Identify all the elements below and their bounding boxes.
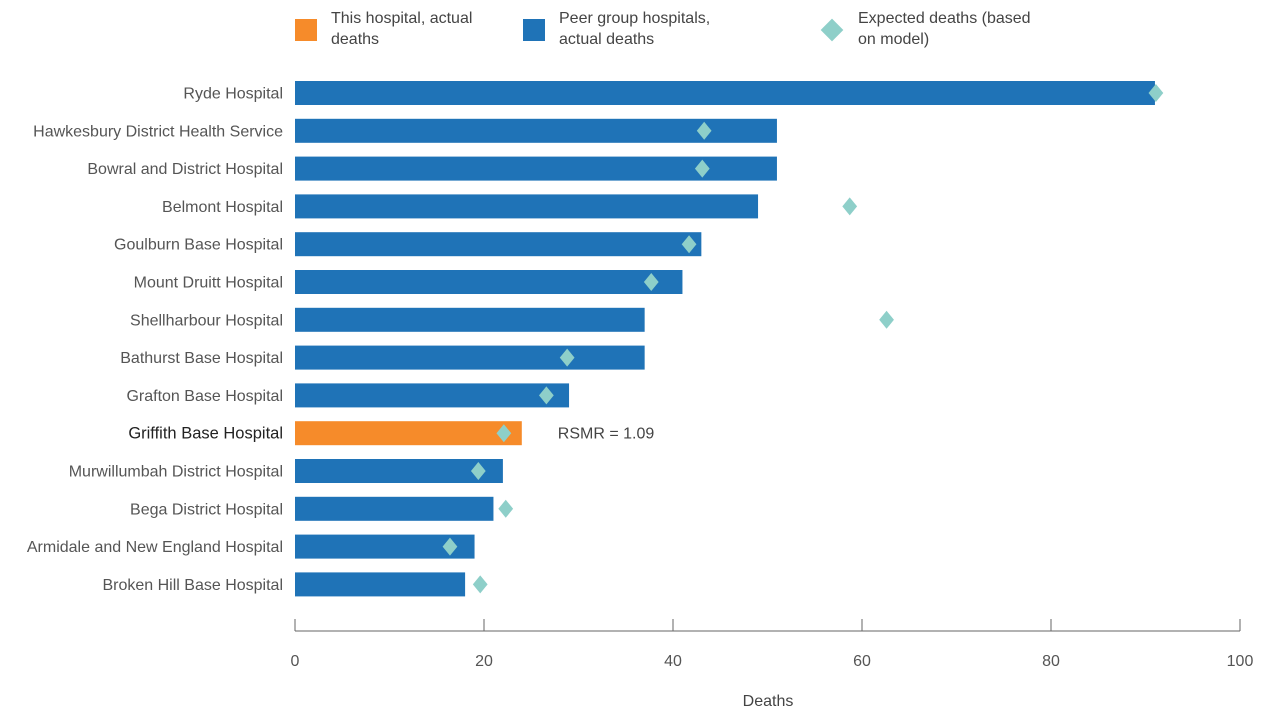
legend-item-peer-group: Peer group hospitals, actual deaths: [523, 8, 734, 50]
legend-label-expected: Expected deaths (based on model): [858, 10, 1031, 48]
expected-markers-group: [442, 84, 1164, 594]
category-label-13: Broken Hill Base Hospital: [102, 577, 283, 594]
expected-marker-10: [470, 462, 486, 480]
bar-6: [295, 307, 645, 332]
bars-group: [295, 81, 1155, 597]
expected-marker-1: [696, 121, 712, 140]
category-label-10: Murwillumbah District Hospital: [69, 464, 283, 481]
rsmr-annotation: RSMR = 1.09: [558, 426, 655, 443]
x-tick-label-5: 100: [1227, 653, 1254, 670]
x-tick-label-3: 60: [853, 653, 871, 670]
category-label-8: Grafton Base Hospital: [126, 388, 283, 405]
category-label-9: Griffith Base Hospital: [128, 425, 283, 443]
category-label-12: Armidale and New England Hospital: [27, 539, 283, 556]
expected-marker-0: [1148, 84, 1164, 102]
category-label-2: Bowral and District Hospital: [87, 161, 283, 178]
x-tick-label-1: 20: [475, 653, 493, 670]
legend-item-expected: Expected deaths (based on model): [820, 8, 1033, 50]
expected-marker-2: [694, 159, 710, 178]
category-label-3: Belmont Hospital: [162, 199, 283, 216]
category-label-0: Ryde Hospital: [183, 86, 283, 103]
bar-5: [295, 270, 683, 294]
expected-marker-6: [879, 310, 894, 329]
bar-9: [295, 421, 522, 446]
category-label-5: Mount Druitt Hospital: [134, 275, 283, 292]
category-label-6: Shellharbour Hospital: [130, 312, 283, 329]
category-label-7: Bathurst Base Hospital: [120, 350, 283, 367]
category-label-4: Goulburn Base Hospital: [114, 237, 283, 254]
bar-10: [295, 459, 503, 483]
bar-3: [295, 194, 759, 219]
x-tick-label-0: 0: [291, 653, 300, 670]
legend-label-this-hospital: This hospital, actual deaths: [331, 10, 473, 48]
category-label-11: Bega District Hospital: [130, 501, 283, 518]
legend-swatch-orange: [295, 19, 317, 41]
x-axis-title: Deaths: [743, 693, 794, 709]
expected-marker-9: [496, 424, 512, 443]
expected-marker-11: [498, 499, 514, 518]
expected-marker-4: [681, 235, 697, 254]
expected-marker-12: [442, 537, 458, 556]
category-labels-group: Ryde Hospital Hawkesbury District Health …: [27, 86, 283, 594]
bar-1: [295, 118, 777, 143]
legend-label-peer-group: Peer group hospitals, actual deaths: [559, 10, 711, 48]
bar-4: [295, 232, 702, 257]
bar-13: [295, 572, 466, 597]
expected-marker-7: [559, 348, 575, 367]
category-label-1: Hawkesbury District Health Service: [33, 123, 283, 140]
x-tick-label-4: 80: [1042, 653, 1060, 670]
bar-11: [295, 496, 494, 521]
bar-0: [295, 81, 1155, 105]
x-tick-label-2: 40: [664, 653, 682, 670]
bar-7: [295, 345, 645, 370]
expected-marker-8: [538, 386, 554, 405]
bar-8: [295, 383, 570, 408]
legend-item-this-hospital: This hospital, actual deaths: [295, 8, 506, 50]
x-axis: 0 20 40 60 80 100: [291, 619, 1254, 670]
legend-swatch-blue: [523, 19, 545, 41]
expected-marker-3: [842, 197, 858, 216]
expected-marker-5: [643, 273, 659, 291]
expected-marker-13: [472, 575, 488, 594]
